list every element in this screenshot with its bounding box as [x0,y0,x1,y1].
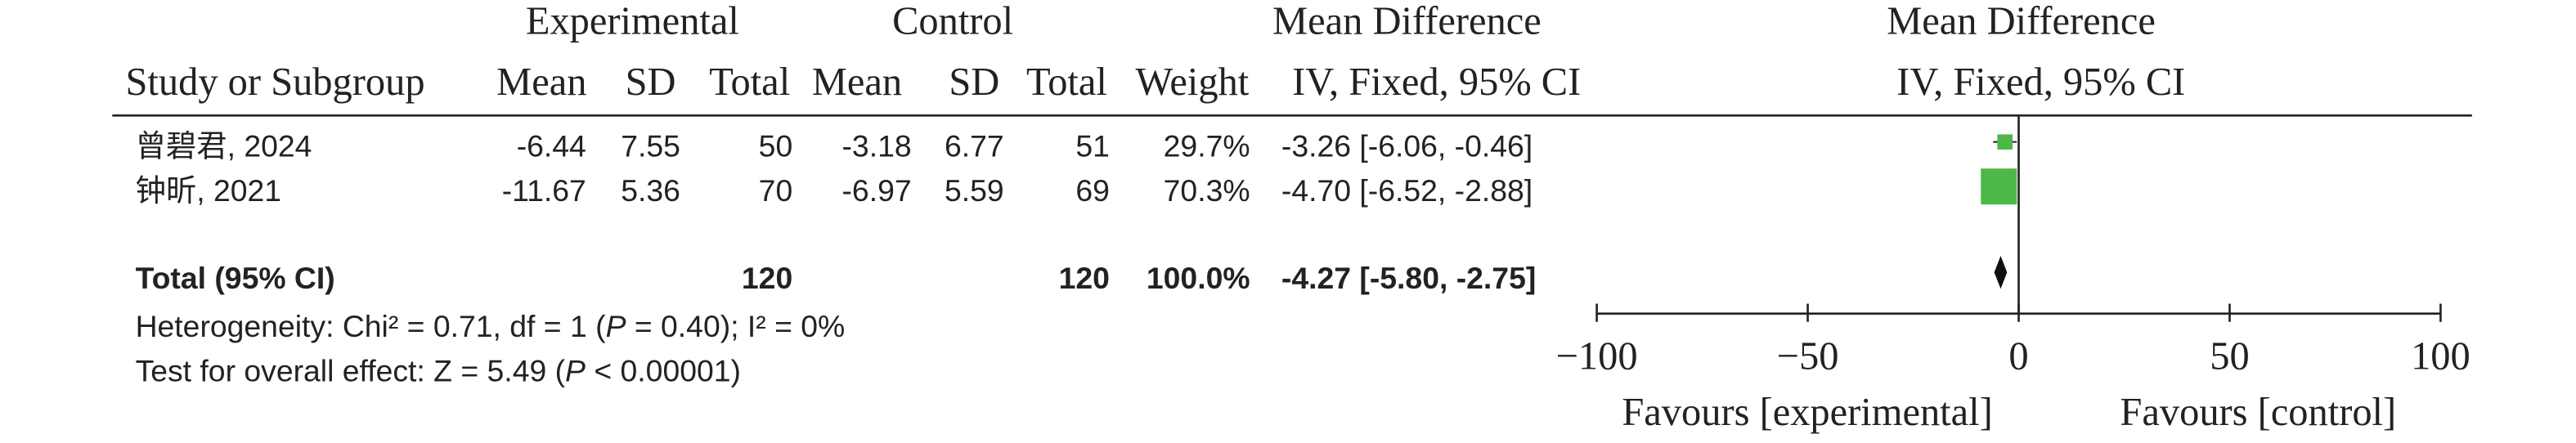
effect-estimate: -3.26 [-6.06, -0.46] [1281,129,1533,163]
cell: 50 [759,129,793,163]
study-name: 曾碧君, 2024 [136,129,312,163]
column-header: Total [709,60,790,104]
cell: 70 [759,173,793,208]
study-name: 钟昕, 2021 [136,173,282,208]
column-header: Weight [1136,60,1250,104]
footnote-part: < 0.00001) [586,353,741,387]
footnote: Heterogeneity: Chi² = 0.71, df = 1 (P = … [136,309,846,343]
column-header: Study or Subgroup [125,60,424,104]
cell: 6.77 [945,129,1004,163]
favours-label: Favours [experimental] [1622,391,1992,434]
cell: 5.36 [621,173,680,208]
column-header: IV, Fixed, 95% CI [1292,60,1581,104]
column-header: Total [1026,60,1107,104]
x-tick-label: −50 [1777,334,1839,378]
group-header: Control [892,0,1013,43]
cell: 69 [1075,173,1110,208]
x-tick-label: 0 [2008,334,2028,378]
group-header: Mean Difference [1887,0,2156,43]
x-tick-label: 50 [2210,334,2249,378]
group-header: Experimental [526,0,739,43]
cell: 100.0% [1147,261,1250,295]
pooled-diamond [1994,256,2008,289]
group-header: Mean Difference [1272,0,1542,43]
cell: -3.18 [841,129,911,163]
study-weight-square [1997,134,2013,150]
cell: 5.59 [945,173,1004,208]
column-header: SD [949,60,999,104]
column-header: Mean [496,60,586,104]
cell: -6.44 [517,129,586,163]
cell: 120 [742,261,792,295]
study-name: Total (95% CI) [136,261,335,295]
effect-estimate: -4.70 [-6.52, -2.88] [1281,173,1533,208]
cell: 7.55 [621,129,680,163]
footnote: Test for overall effect: Z = 5.49 (P < 0… [136,353,741,387]
column-header: Mean [812,60,902,104]
x-tick-label: −100 [1556,334,1638,378]
cell: 29.7% [1164,129,1250,163]
study-weight-square [1981,168,2017,205]
column-header: SD [626,60,676,104]
footnote-part: P [565,353,586,387]
cell: 51 [1075,129,1110,163]
cell: 70.3% [1164,173,1250,208]
footnote-part: P [606,309,626,343]
favours-label: Favours [control] [2120,391,2396,434]
cell: 120 [1059,261,1110,295]
x-tick-label: 100 [2411,334,2471,378]
footnote-part: Heterogeneity: Chi² = 0.71, df = 1 ( [136,309,607,343]
cell: -6.97 [841,173,911,208]
footnote-part: Test for overall effect: Z = 5.49 ( [136,353,566,387]
cell: -11.67 [502,173,586,208]
effect-estimate: -4.27 [-5.80, -2.75] [1281,261,1536,295]
footnote-part: = 0.40); I² = 0% [626,309,845,343]
column-header: IV, Fixed, 95% CI [1896,60,2185,104]
